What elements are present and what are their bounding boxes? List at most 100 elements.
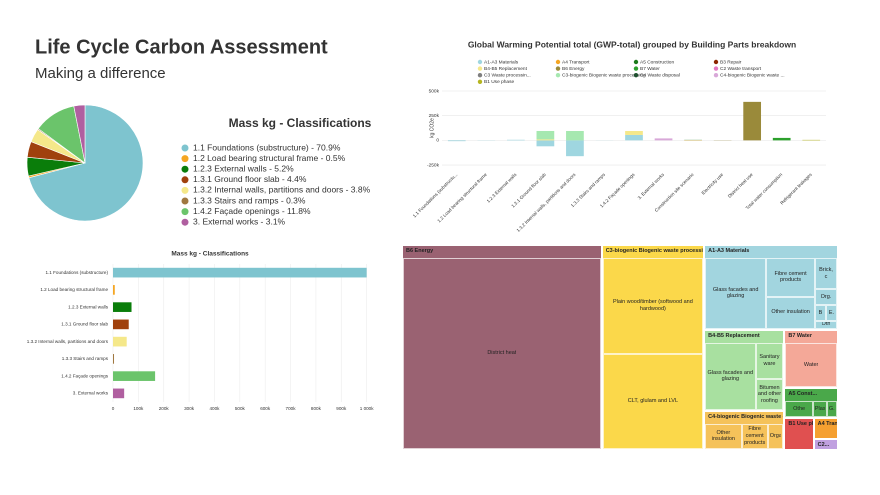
legend-swatch bbox=[477, 79, 483, 85]
treemap-cell-label: Bitumen and other roofing bbox=[757, 384, 782, 404]
legend-swatch bbox=[181, 218, 189, 226]
treemap: B6 Energy District heat C3-biogenic Biogen… bbox=[402, 245, 838, 450]
treemap-cell-label: Glass facades and glazing bbox=[712, 286, 759, 300]
bar-segment bbox=[536, 140, 555, 147]
treemap-cell: Oth bbox=[815, 320, 837, 329]
legend-label: B7 Water bbox=[640, 66, 660, 72]
legend-label: 1.2 Load bearing structural frame - 0.5% bbox=[193, 153, 346, 163]
treemap-cell: Fibre cement products bbox=[741, 423, 768, 449]
treemap-cell-label: Plas bbox=[814, 405, 825, 412]
treemap-cell-label: Other insulation bbox=[711, 429, 735, 443]
bar-segment bbox=[506, 139, 525, 141]
treemap-cell: Org. bbox=[815, 289, 837, 306]
treemap-group-label: B7 Water bbox=[788, 332, 812, 339]
bar-segment bbox=[625, 134, 643, 141]
legend-swatch bbox=[181, 208, 189, 216]
chart-title: Mass kg - Classifications bbox=[171, 251, 249, 258]
x-tick-label: District heat use bbox=[727, 172, 754, 199]
bar bbox=[113, 336, 127, 347]
y-tick-label: 1.3.1 Ground floor slab bbox=[61, 322, 108, 327]
legend-label: B6 Energy bbox=[562, 66, 585, 72]
legend-label: 1.2.3 External walls - 5.2% bbox=[193, 163, 294, 173]
treemap-cell-label: Org. bbox=[820, 293, 832, 300]
bar-segment bbox=[743, 101, 762, 141]
y-tick-label: 1.3.2 Internal walls, partitions and doo… bbox=[27, 339, 109, 344]
x-tick-label: Electricity use bbox=[701, 172, 725, 196]
bar-segment bbox=[566, 140, 584, 157]
treemap-cell-label: Sanitary ware bbox=[759, 354, 780, 367]
legend-swatch bbox=[633, 59, 639, 65]
legend-swatch bbox=[477, 59, 483, 65]
x-tick-label: 600k bbox=[260, 406, 271, 411]
legend-swatch bbox=[181, 186, 189, 194]
x-tick-label: 500k bbox=[235, 406, 246, 411]
x-tick-label: 100k bbox=[133, 406, 144, 411]
treemap-group: B4-B5 Replacement Glass facades and glazi… bbox=[704, 329, 785, 411]
treemap-cell: District heat bbox=[403, 258, 601, 449]
treemap-cell-label: Othe bbox=[793, 405, 806, 412]
legend-swatch bbox=[181, 176, 189, 184]
treemap-cell: Bitumen and other roofing bbox=[755, 379, 784, 410]
treemap-group: A4 Transport bbox=[813, 417, 838, 440]
legend-label: 1.3.3 Stairs and ramps - 0.3% bbox=[193, 195, 306, 205]
x-tick-label: 3. External works bbox=[637, 172, 666, 201]
legend-swatch bbox=[477, 66, 483, 71]
treemap-group: C3-biogenic Biogenic waste processing Pla… bbox=[601, 245, 705, 450]
y-tick-label: 250k bbox=[429, 113, 440, 119]
treemap-group-label: C3-biogenic Biogenic waste processing bbox=[605, 248, 704, 254]
treemap-cell-label: Organ bbox=[769, 433, 782, 440]
x-tick-label: Refrigerant leakages bbox=[779, 172, 813, 206]
treemap-cell-label: Other insulation bbox=[771, 309, 810, 316]
treemap-group-label: A5 Const... bbox=[788, 391, 818, 398]
treemap-group-label: A4 Transport bbox=[817, 420, 837, 427]
x-tick-label: 300k bbox=[184, 406, 195, 411]
legend-label: B1 Use phase bbox=[484, 79, 514, 85]
treemap-cell-label: Oth bbox=[821, 321, 831, 328]
legend-swatch bbox=[181, 197, 189, 205]
bar bbox=[113, 302, 132, 312]
bar bbox=[113, 388, 125, 399]
y-tick-label: 3. External works bbox=[73, 391, 109, 396]
y-tick-label: -250k bbox=[427, 162, 440, 168]
treemap-cell-label: Plain wood/timber (softwood and hardwood… bbox=[612, 299, 693, 312]
treemap-cell: Other insulation bbox=[766, 296, 815, 329]
legend-swatch bbox=[181, 155, 189, 163]
legend-label: C4 Waste disposal bbox=[640, 72, 680, 78]
treemap-cell: B bbox=[815, 305, 826, 321]
x-tick-label: 1.3.2 Internal walls, partitions and doo… bbox=[516, 172, 577, 233]
legend-label: A5 Construction bbox=[640, 59, 674, 65]
x-tick-label: 1.2 Load bearing structural frame bbox=[436, 172, 488, 224]
legend-label: C4-biogenic Biogenic waste ... bbox=[720, 72, 785, 78]
x-tick-label: 800k bbox=[311, 406, 322, 411]
legend-swatch bbox=[713, 73, 719, 78]
legend-swatch bbox=[713, 66, 719, 71]
legend-swatch bbox=[181, 165, 189, 173]
treemap-cell-label: E. bbox=[828, 309, 835, 316]
treemap-group-label: B4-B5 Replacement bbox=[708, 332, 760, 339]
treemap-cell-label: Brick, c bbox=[819, 267, 833, 280]
pie-title: Mass kg - Classifications bbox=[229, 116, 372, 130]
treemap-cell: Brick, c bbox=[815, 258, 837, 290]
legend-swatch bbox=[633, 66, 639, 71]
y-tick-label: 1.2.3 External walls bbox=[68, 304, 109, 309]
legend-swatch bbox=[555, 73, 561, 78]
legend-label: C3 Waste processin... bbox=[484, 72, 531, 78]
treemap-cell: Glass facades and glazing bbox=[705, 258, 767, 329]
treemap-group: A5 Const... Othe Plas G. bbox=[784, 388, 838, 418]
treemap-cell-label: Fibre cement products bbox=[744, 426, 766, 446]
legend-label: C3-biogenic Biogenic waste processing bbox=[562, 72, 646, 78]
treemap-cell-label: B bbox=[818, 309, 823, 316]
treemap-cell-label: CLT, glulam and LVL bbox=[627, 397, 679, 404]
y-tick-label: 1.2 Load bearing structural frame bbox=[40, 287, 108, 292]
treemap-group-label: A1-A3 Materials bbox=[708, 248, 750, 254]
legend-label: B4-B5 Replacement bbox=[484, 66, 528, 72]
treemap-cell: E. bbox=[826, 305, 837, 321]
treemap-cell: G. bbox=[826, 401, 837, 417]
treemap-cell: Plas bbox=[812, 401, 827, 417]
legend-label: 1.4.2 Façade openings - 11.8% bbox=[193, 206, 311, 216]
legend-swatch bbox=[713, 59, 719, 65]
x-tick-label: 700k bbox=[286, 406, 297, 411]
legend-swatch bbox=[477, 73, 483, 78]
legend-label: 1.3.1 Ground floor slab - 4.4% bbox=[193, 174, 307, 184]
